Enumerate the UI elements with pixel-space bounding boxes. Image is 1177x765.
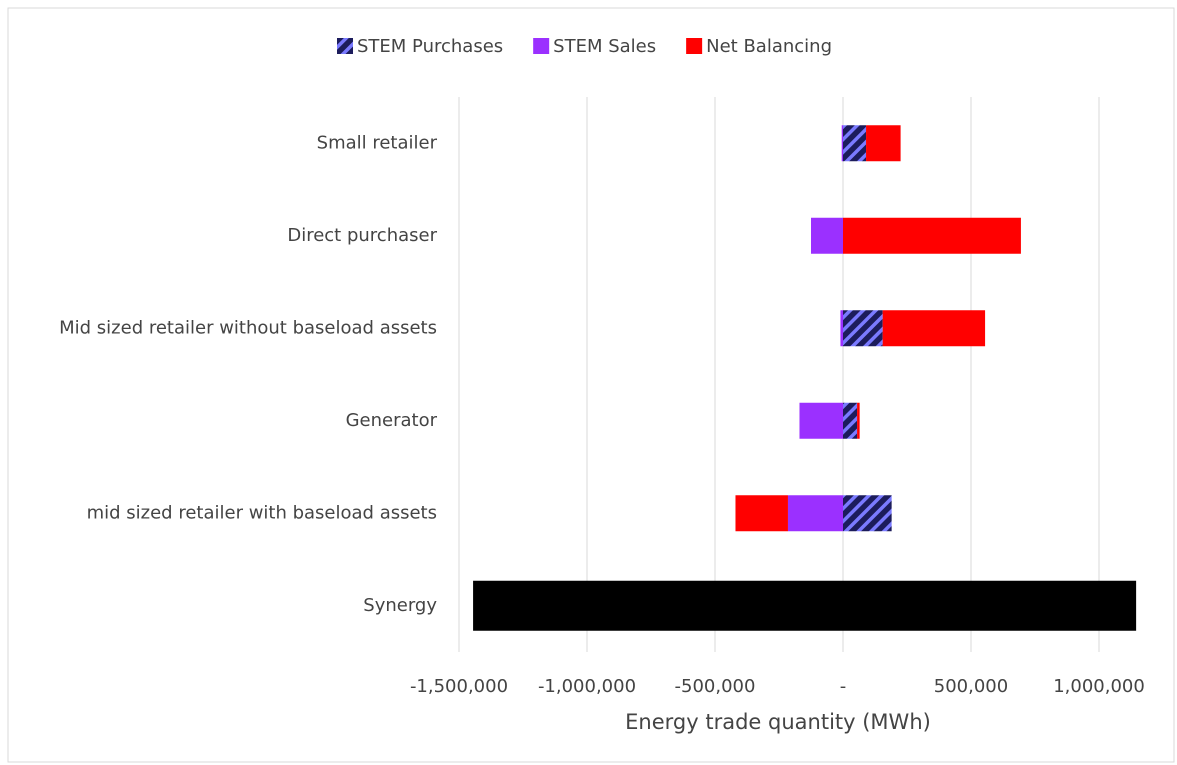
bar: [843, 495, 892, 532]
chart-border: [7, 7, 1175, 763]
bar: [843, 310, 883, 347]
y-tick-label: Generator: [346, 410, 438, 431]
x-tick-label: -: [840, 676, 847, 697]
bar: [811, 217, 843, 254]
legend-swatch: [337, 38, 353, 54]
bar: [857, 402, 860, 439]
bar: [843, 217, 1021, 254]
y-tick-label: mid sized retailer with baseload assets: [87, 502, 437, 523]
legend-label: Net Balancing: [706, 36, 832, 57]
x-tick-label: 1,000,000: [1053, 676, 1145, 697]
legend-swatch: [533, 38, 550, 54]
legend-label: STEM Sales: [553, 36, 656, 57]
x-tick-label: 500,000: [934, 676, 1008, 697]
bar: [843, 125, 867, 162]
y-tick-label: Direct purchaser: [287, 225, 437, 246]
x-tick-label: -1,500,000: [410, 676, 508, 697]
bar: [866, 125, 901, 162]
bar: [840, 310, 843, 347]
bar: [882, 310, 986, 347]
x-tick-label: -500,000: [675, 676, 756, 697]
bar: [787, 495, 843, 532]
bar: [843, 402, 858, 439]
x-axis-title: Energy trade quantity (MWh): [625, 710, 931, 734]
legend-swatch: [686, 38, 703, 54]
y-tick-label: Small retailer: [317, 132, 438, 153]
x-tick-label: -1,000,000: [538, 676, 636, 697]
bar: [473, 580, 843, 631]
y-tick-label: Synergy: [363, 595, 437, 616]
bar: [843, 580, 1137, 631]
bar: [799, 402, 843, 439]
bar: [735, 495, 788, 532]
bar: [841, 125, 843, 162]
legend-label: STEM Purchases: [357, 36, 503, 57]
y-tick-label: Mid sized retailer without baseload asse…: [59, 317, 437, 338]
